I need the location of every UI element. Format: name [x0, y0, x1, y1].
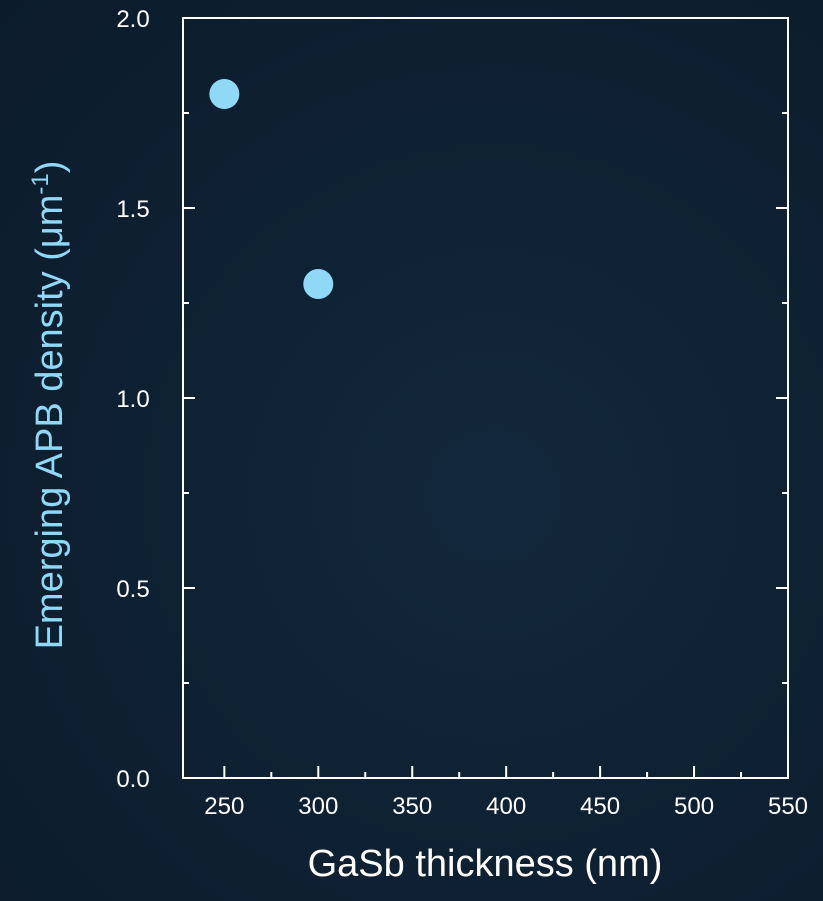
x-tick-label-450: 450	[580, 793, 620, 820]
x-tick-label-500: 500	[674, 793, 714, 820]
y-tick-label-0.5: 0.5	[116, 576, 149, 603]
data-point-1	[209, 79, 240, 109]
x-tick-label-550: 550	[768, 793, 808, 820]
y-axis-label-close: )	[29, 161, 71, 174]
x-tick-label-350: 350	[392, 793, 432, 820]
tick-labels: 250 300 350 400 450 500 550 0.0 0.5 1.0 1.5 2.0	[116, 6, 808, 820]
plot-frame	[182, 17, 789, 779]
y-tick-label-2: 2.0	[116, 6, 149, 33]
data-point-2	[303, 269, 334, 299]
x-tick-label-250: 250	[204, 793, 244, 820]
y-axis-label-superscript: -1	[27, 173, 54, 194]
y-tick-label-1: 1.0	[116, 386, 149, 413]
y-tick-label-1.5: 1.5	[116, 196, 149, 223]
axes	[182, 17, 789, 779]
x-tick-label-300: 300	[298, 793, 338, 820]
x-axis-label: GaSb thickness (nm)	[308, 843, 663, 885]
y-axis-label: Emerging APB density (μm-1)	[27, 161, 71, 650]
data-points	[209, 79, 334, 299]
x-tick-label-400: 400	[486, 793, 526, 820]
y-axis-label-main: Emerging APB density (μm	[29, 195, 71, 650]
y-tick-label-0: 0.0	[116, 766, 149, 793]
ticks	[183, 17, 789, 779]
